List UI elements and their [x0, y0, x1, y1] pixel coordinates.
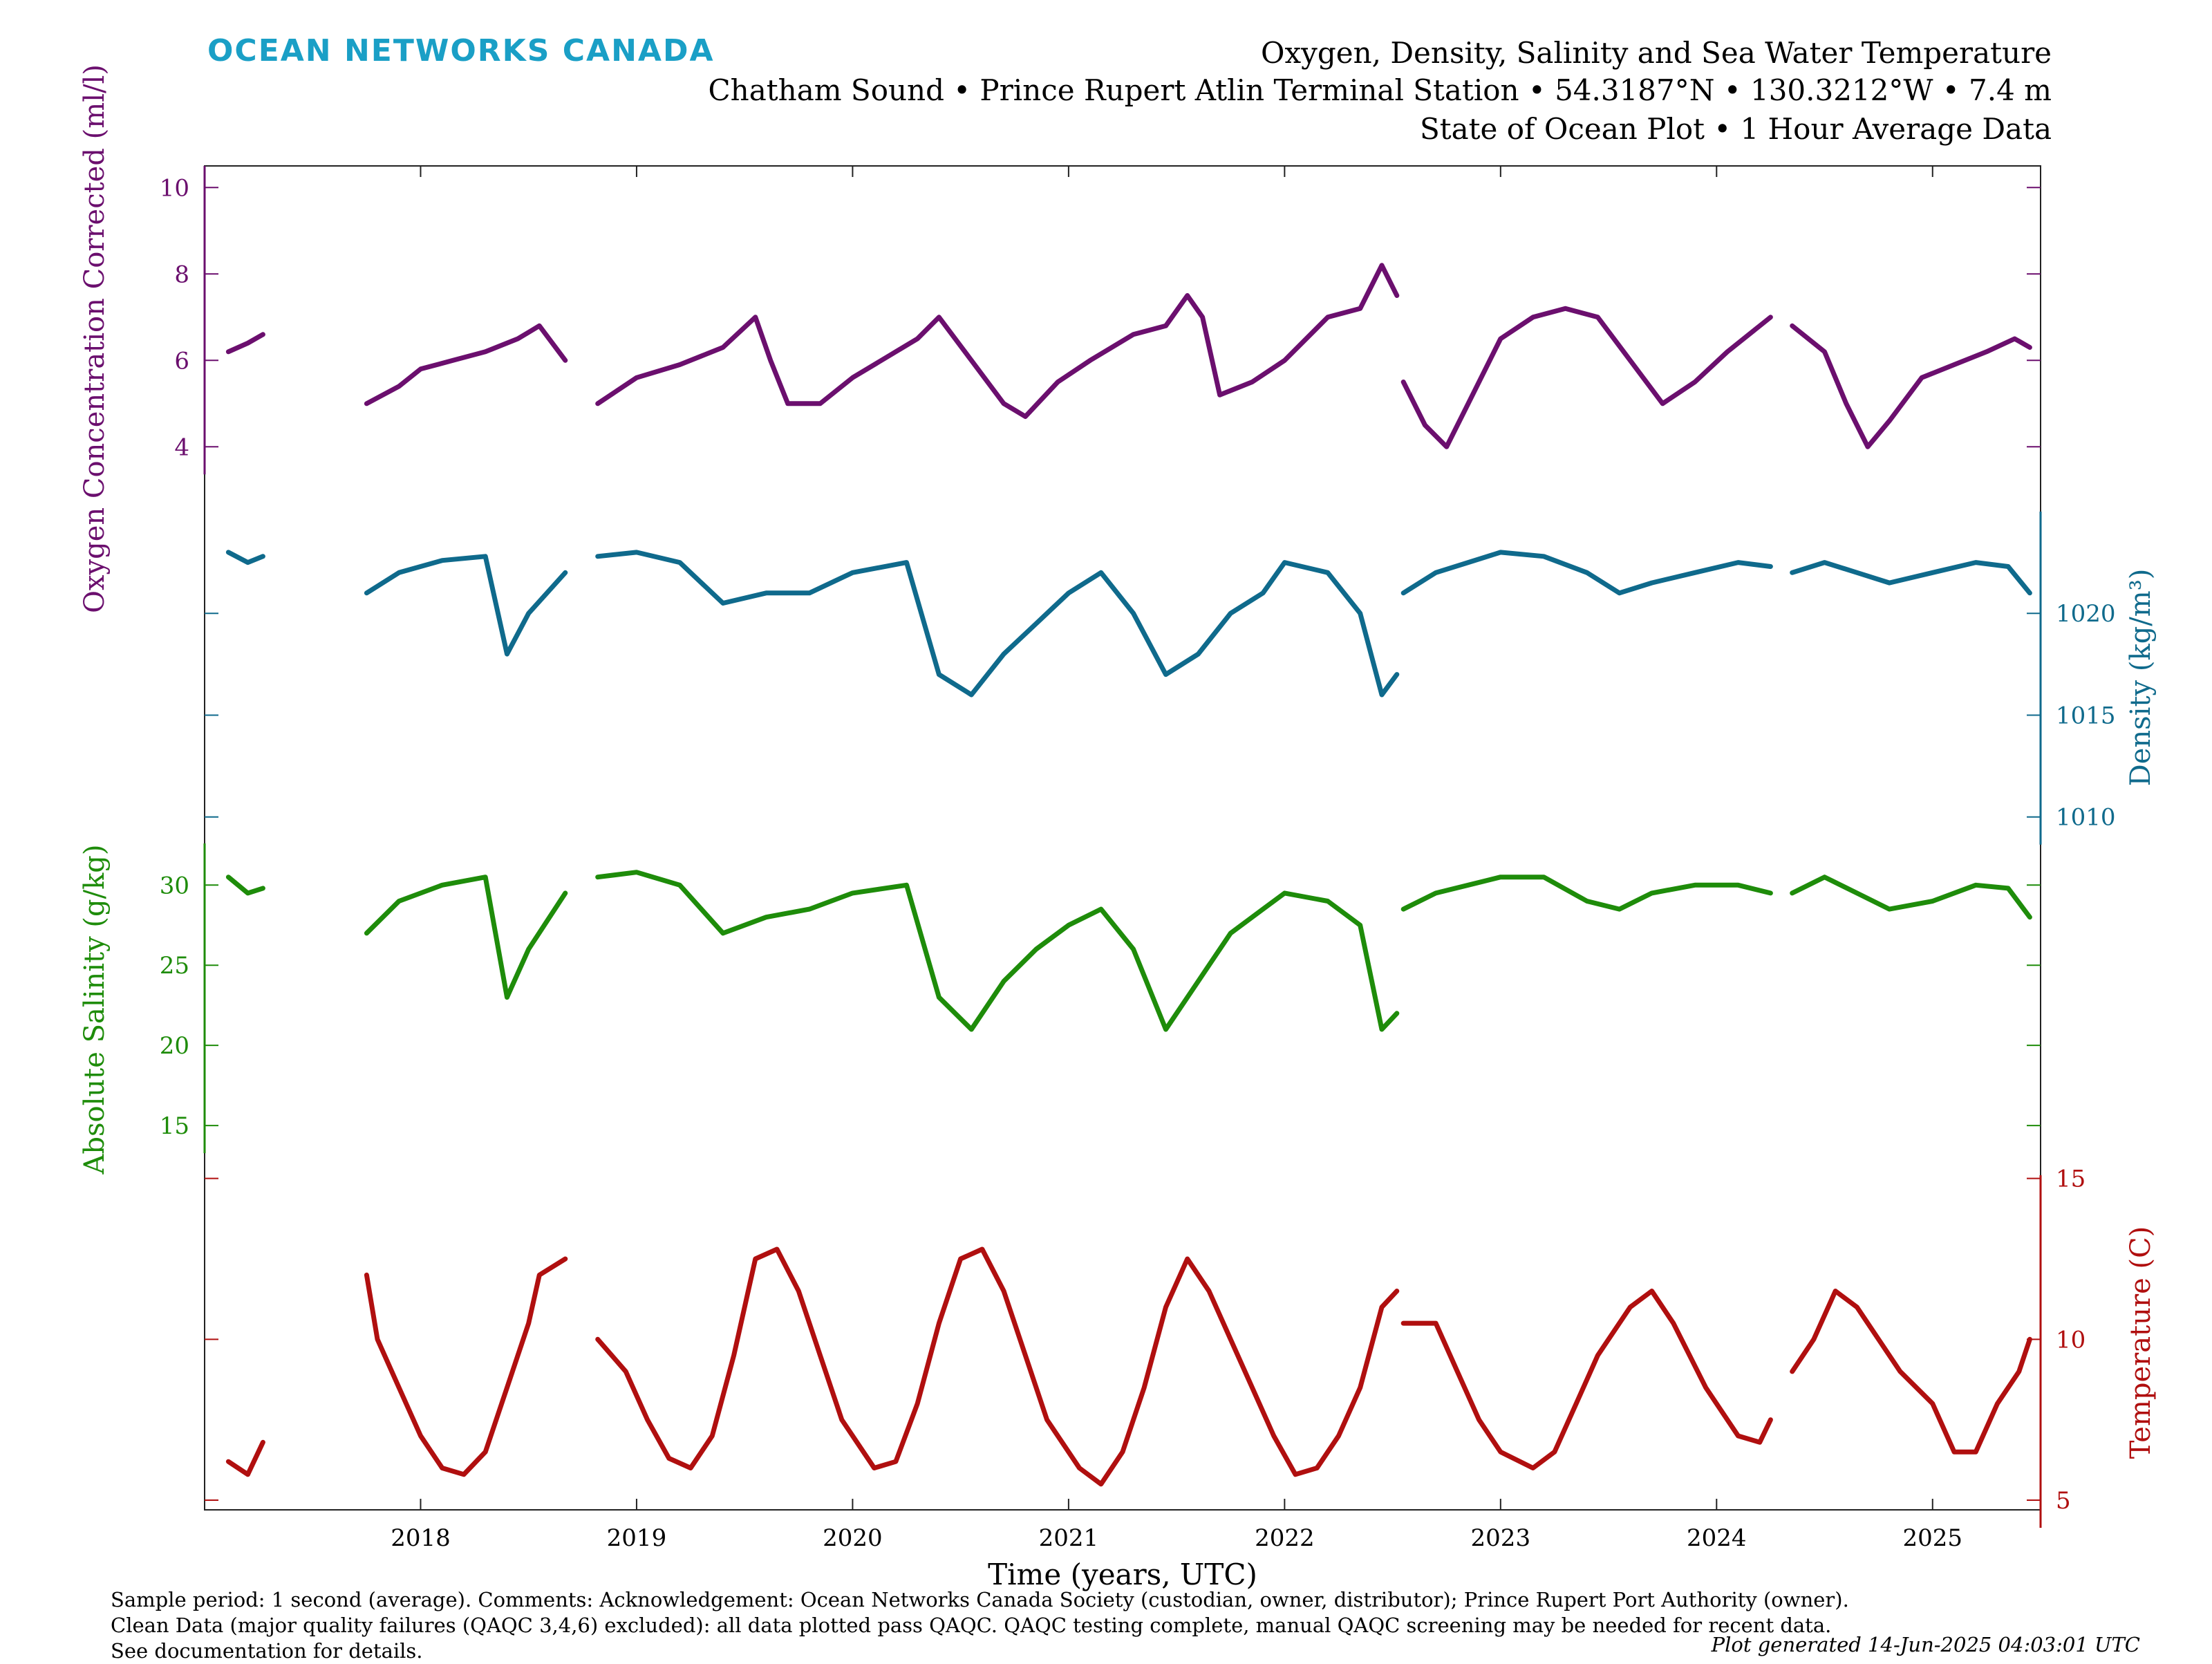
footer-line-2: Clean Data (major quality failures (QAQC…: [111, 1614, 1832, 1637]
absolute-salinity-tick-label-20: 20: [160, 1032, 189, 1060]
x-tick-label-2020: 2020: [823, 1524, 883, 1552]
temperature-series-segment-2: [364, 1256, 568, 1477]
density-series-segment-2: [364, 554, 568, 657]
oxygen-concentration-corrected-series-segment-2: [364, 323, 568, 406]
x-tick-label-2024: 2024: [1687, 1524, 1747, 1552]
oxygen-concentration-corrected-series-segment-1: [225, 332, 265, 355]
absolute-salinity-series-segment-3: [595, 870, 1400, 1032]
density-series-segment-1: [225, 550, 265, 565]
oxygen-concentration-corrected-tick-label-4: 4: [174, 433, 189, 461]
plot-type-subtitle: State of Ocean Plot • 1 Hour Average Dat…: [1419, 112, 2052, 146]
absolute-salinity-series-segment-2: [364, 875, 568, 1000]
oxygen-concentration-corrected-axis-label: Oxygen Concentration Corrected (ml/l): [79, 64, 111, 613]
temperature-tick-label-5: 5: [2056, 1487, 2071, 1515]
oxygen-concentration-corrected-tick-label-8: 8: [174, 261, 189, 288]
x-tick-label-2023: 2023: [1471, 1524, 1531, 1552]
footer-line-3: See documentation for details.: [111, 1639, 423, 1663]
temperature-tick-label-15: 15: [2056, 1166, 2086, 1193]
density-series-segment-3: [595, 550, 1400, 698]
oxygen-concentration-corrected-series-segment-4: [1400, 306, 1773, 449]
absolute-salinity-tick-label-30: 30: [160, 872, 189, 899]
temperature-axis-label: Temperature (C): [2125, 1226, 2157, 1459]
absolute-salinity-tick-label-15: 15: [160, 1112, 189, 1140]
oxygen-concentration-corrected-series-segment-5: [1790, 323, 2032, 449]
generated-timestamp: Plot generated 14-Jun-2025 04:03:01 UTC: [1711, 1633, 2140, 1656]
density-tick-label-1020: 1020: [2056, 600, 2116, 628]
absolute-salinity-series-segment-5: [1790, 875, 2032, 920]
x-tick-label-2019: 2019: [607, 1524, 667, 1552]
absolute-salinity-tick-label-25: 25: [160, 952, 189, 980]
ocean-networks-canada-logo: OCEAN NETWORKS CANADA: [207, 33, 715, 68]
oxygen-concentration-corrected-tick-label-10: 10: [160, 174, 189, 202]
x-axis-label: Time (years, UTC): [988, 1558, 1257, 1591]
temperature-series-segment-4: [1400, 1289, 1773, 1470]
oxygen-concentration-corrected-tick-label-6: 6: [174, 347, 189, 375]
x-tick-label-2018: 2018: [391, 1524, 451, 1552]
density-axis-label: Density (kg/m³): [2125, 569, 2157, 787]
x-tick-label-2025: 2025: [1902, 1524, 1962, 1552]
chart-title: Oxygen, Density, Salinity and Sea Water …: [1261, 36, 2052, 70]
absolute-salinity-series-segment-4: [1400, 875, 1773, 912]
density-series-segment-4: [1400, 550, 1773, 596]
density-tick-label-1015: 1015: [2056, 702, 2116, 729]
density-tick-label-1010: 1010: [2056, 804, 2116, 832]
footer-line-1: Sample period: 1 second (average). Comme…: [111, 1588, 1849, 1611]
plot-frame: [204, 165, 2041, 1511]
x-tick-label-2021: 2021: [1039, 1524, 1099, 1552]
station-subtitle: Chatham Sound • Prince Rupert Atlin Term…: [708, 73, 2052, 107]
temperature-series-segment-3: [595, 1246, 1400, 1487]
footer-notes: Sample period: 1 second (average). Comme…: [111, 1587, 1849, 1664]
temperature-tick-label-10: 10: [2056, 1326, 2086, 1354]
x-tick-label-2022: 2022: [1255, 1524, 1315, 1552]
absolute-salinity-axis-label: Absolute Salinity (g/kg): [79, 844, 111, 1175]
absolute-salinity-series-segment-1: [225, 875, 265, 896]
oxygen-concentration-corrected-series-segment-3: [595, 263, 1400, 419]
density-series-segment-5: [1790, 560, 2032, 596]
temperature-series-segment-5: [1790, 1289, 2032, 1455]
temperature-series-segment-1: [225, 1439, 265, 1477]
